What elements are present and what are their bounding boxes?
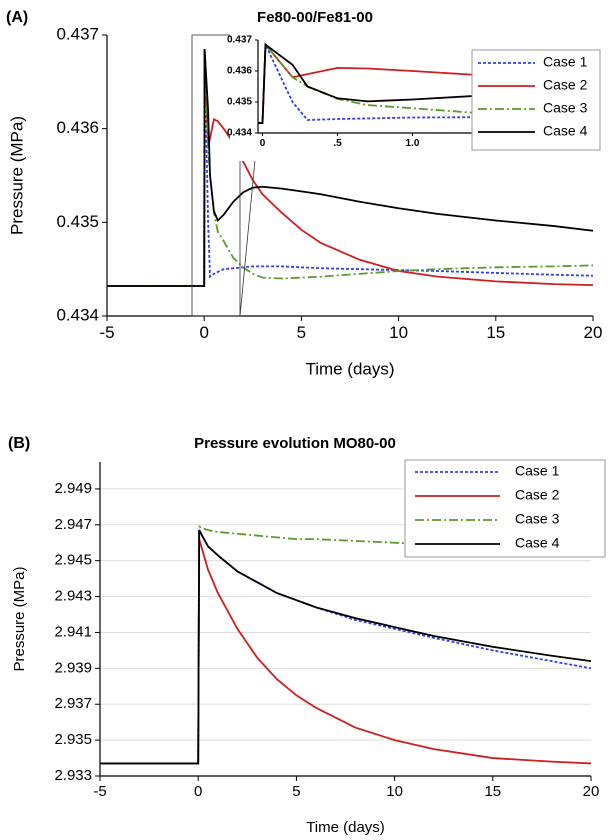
y-tick-label: 2.943 <box>54 588 92 605</box>
panel-label: (B) <box>8 435 30 452</box>
legend-label: Case 2 <box>515 487 560 503</box>
series-line <box>100 538 591 765</box>
y-tick-label: 2.947 <box>54 516 92 533</box>
x-tick-label: 0 <box>194 783 202 800</box>
y-tick-label: 0.435 <box>56 212 99 231</box>
legend-label: Case 1 <box>515 463 560 479</box>
x-tick-label: 5 <box>292 783 300 800</box>
y-tick-label: 0.436 <box>56 118 99 137</box>
y-tick-label: 2.945 <box>54 552 92 569</box>
series-line <box>107 49 593 287</box>
x-tick-label: 15 <box>486 323 505 342</box>
legend-label: Case 1 <box>543 54 588 70</box>
y-tick-label: 2.949 <box>54 480 92 497</box>
series-line <box>100 529 591 765</box>
axis-line <box>99 462 591 777</box>
x-tick-label: 10 <box>386 783 403 800</box>
legend-box <box>471 49 601 151</box>
series-line <box>107 48 593 287</box>
series-line <box>107 49 593 287</box>
zoom-region <box>191 34 241 317</box>
series-line <box>100 525 591 765</box>
chart-title: Pressure evolution MO80-00 <box>194 435 396 452</box>
legend-label: Case 3 <box>543 100 588 116</box>
panel-b: (B) Pressure evolution MO80-00 2.933 2.935 2… <box>8 435 606 836</box>
x-tick-label: -5 <box>99 323 114 342</box>
axis-line <box>106 35 593 317</box>
x-tick-label: 20 <box>584 323 603 342</box>
legend-label: Case 3 <box>515 511 560 527</box>
chart-title: Fe80-00/Fe81-00 <box>257 9 373 26</box>
legend-label: Case 4 <box>543 123 588 139</box>
y-tick-label: 0.437 <box>227 35 252 46</box>
x-tick-label: 1.0 <box>406 138 420 149</box>
series-line <box>100 529 591 765</box>
x-tick-label: 5 <box>297 323 306 342</box>
x-axis-title: Time (days) <box>305 359 394 378</box>
x-tick-label: -5 <box>93 783 106 800</box>
x-tick-label: 10 <box>389 323 408 342</box>
y-tick-label: 2.937 <box>54 695 92 712</box>
y-tick-label: 0.437 <box>56 24 99 43</box>
y-tick-label: 2.939 <box>54 659 92 676</box>
x-tick-label: 20 <box>583 783 600 800</box>
x-axis-title: Time (days) <box>306 819 385 836</box>
x-tick-label: 0 <box>199 323 208 342</box>
x-tick-label: 0 <box>260 138 266 149</box>
y-tick-label: 2.935 <box>54 731 92 748</box>
y-tick-label: 2.933 <box>54 767 92 784</box>
y-axis-title: Pressure (MPa) <box>11 566 28 671</box>
legend-label: Case 4 <box>515 535 560 551</box>
legend-label: Case 2 <box>543 77 588 93</box>
x-tick-label: .5 <box>333 138 342 149</box>
panel-label: (A) <box>6 9 28 26</box>
axis-line <box>257 40 495 134</box>
series-line <box>258 42 495 124</box>
x-tick-label: 15 <box>484 783 501 800</box>
y-tick-label: 0.434 <box>227 128 252 139</box>
y-axis-title: Pressure (MPa) <box>7 116 26 235</box>
y-tick-label: 0.435 <box>227 97 252 108</box>
y-tick-label: 2.941 <box>54 623 92 640</box>
y-tick-label: 0.434 <box>56 305 99 324</box>
legend-box <box>404 459 606 558</box>
y-tick-label: 0.436 <box>227 66 252 77</box>
zoom-connector <box>239 159 256 317</box>
panel-a: (A) Fe80-00/Fe81-00 0.434 0.435 0.436 0.437 -5… <box>6 9 603 379</box>
series-line <box>258 42 495 124</box>
